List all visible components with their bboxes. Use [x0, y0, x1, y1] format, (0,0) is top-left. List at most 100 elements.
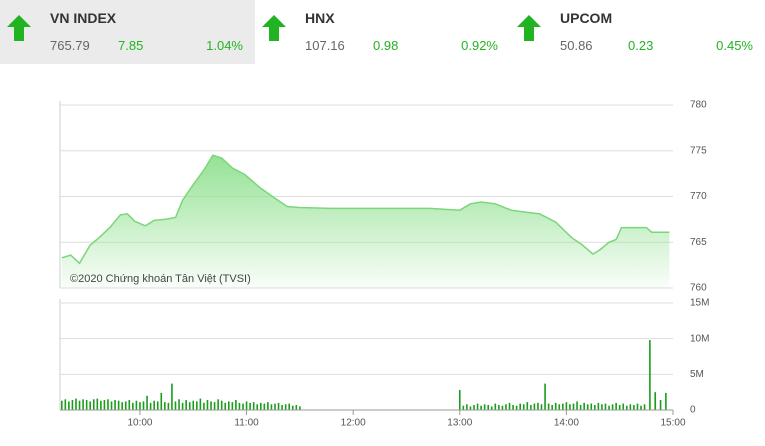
bar [270, 404, 273, 410]
bar [562, 403, 564, 410]
bar [295, 405, 298, 410]
bar [576, 401, 578, 410]
bar [178, 399, 180, 410]
bar [508, 402, 511, 410]
bar [569, 404, 571, 410]
bar [594, 405, 596, 410]
bar [231, 402, 234, 410]
bar [565, 402, 568, 410]
bar [117, 400, 120, 410]
bar [114, 400, 116, 410]
bar [249, 402, 251, 410]
bar [259, 402, 262, 410]
bar [519, 403, 521, 410]
ticker-change: 0.23 [628, 38, 654, 53]
bar [267, 402, 269, 410]
bar [649, 340, 651, 410]
bar [626, 405, 628, 410]
bar [494, 403, 497, 410]
bar [92, 399, 95, 410]
bar [533, 403, 536, 410]
y-tick-label: 10M [690, 333, 709, 344]
y-tick-label: 775 [690, 145, 707, 156]
bar [188, 402, 191, 410]
bar [462, 405, 465, 410]
bar [75, 398, 77, 410]
bar [572, 403, 575, 410]
bar [608, 405, 610, 410]
bar [235, 400, 237, 410]
bar [291, 405, 294, 410]
ticker[interactable]: UPCOM 50.86 0.23 0.45% [510, 0, 765, 64]
ticker-price: 50.86 [560, 38, 593, 53]
x-tick-label: 15:00 [660, 418, 685, 429]
ticker[interactable]: HNX 107.16 0.98 0.92% [255, 0, 510, 64]
bar [615, 402, 617, 410]
x-tick-label: 10:00 [127, 418, 152, 429]
bar [540, 404, 543, 410]
bar [554, 402, 557, 410]
y-tick-label: 780 [690, 100, 707, 111]
bar [220, 400, 223, 410]
up-arrow [262, 15, 286, 41]
ticker-change: 0.98 [373, 38, 399, 53]
bar [654, 392, 657, 410]
bar [217, 399, 219, 410]
bar [597, 402, 600, 410]
ticker-bar: VN INDEX 765.79 7.85 1.04% HNX 107.16 0.98 0.92… [0, 0, 765, 64]
bar [210, 401, 212, 410]
y-tick-label: 760 [690, 283, 707, 294]
y-tick-label: 765 [690, 237, 707, 248]
bar [480, 405, 482, 410]
bar [242, 403, 244, 410]
bar [611, 404, 614, 410]
bar [274, 403, 276, 410]
bar [156, 401, 159, 410]
bar [551, 405, 553, 410]
bar [288, 403, 291, 410]
bar [85, 400, 88, 410]
bar [466, 404, 468, 410]
bar [522, 404, 525, 410]
bar [82, 399, 84, 410]
bar [640, 405, 642, 410]
bar [526, 402, 529, 410]
bar [245, 401, 248, 410]
bar [252, 402, 255, 410]
bar [192, 400, 195, 410]
bar [299, 406, 301, 410]
bar [604, 403, 607, 410]
bar [473, 405, 475, 410]
bar [181, 402, 184, 410]
area [61, 155, 670, 288]
bar [263, 403, 266, 410]
bar [199, 398, 202, 410]
bar [206, 400, 209, 410]
bar [213, 402, 216, 410]
bar [196, 401, 198, 410]
y-tick-label: 770 [690, 191, 707, 202]
bar [164, 402, 166, 410]
up-arrow [7, 15, 31, 41]
ticker[interactable]: VN INDEX 765.79 7.85 1.04% [0, 0, 255, 64]
bar [171, 383, 173, 410]
x-tick-label: 12:00 [341, 418, 366, 429]
ticker-change-pct: 0.92% [461, 38, 498, 53]
bar [124, 401, 127, 410]
x-tick-label: 11:00 [234, 418, 259, 429]
bar [60, 400, 63, 410]
bar [483, 404, 486, 410]
bar [107, 399, 109, 410]
watermark: ©2020 Chứng khoán Tân Việt (TVSI) [70, 273, 251, 285]
x-tick-label: 13:00 [447, 418, 472, 429]
up-arrow [517, 15, 541, 41]
bar [256, 404, 259, 410]
bar [601, 404, 603, 410]
ticker-price: 107.16 [305, 38, 345, 53]
bar [121, 402, 123, 410]
bar [100, 400, 102, 410]
bar [103, 400, 106, 410]
bar [149, 402, 152, 410]
